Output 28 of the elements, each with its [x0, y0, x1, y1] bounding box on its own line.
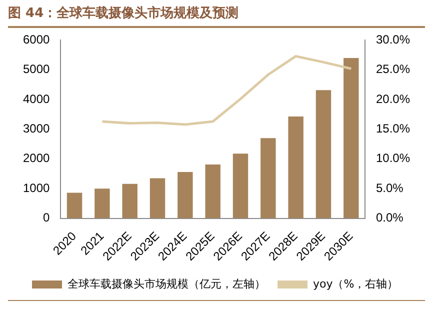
bar — [316, 90, 332, 218]
bar — [288, 116, 304, 218]
y-tick-label: 5000 — [22, 62, 50, 76]
y-tick-label: 2000 — [22, 151, 50, 166]
chart-title: 图 44：全球车载摄像头市场规模及预测 — [8, 4, 425, 28]
y-tick-label: 3000 — [22, 122, 50, 136]
y-tick-label: 4000 — [22, 92, 50, 106]
bar — [150, 178, 166, 218]
y-tick-label: 0 — [43, 210, 50, 225]
bar — [232, 154, 248, 218]
y2-tick-label: 20.0% — [376, 92, 410, 106]
bar — [178, 172, 193, 218]
legend-label: yoy（%，右轴） — [313, 277, 398, 290]
y2-tick-label: 10.0% — [376, 151, 410, 166]
bar — [122, 184, 138, 218]
y2-tick-label: 30.0% — [376, 32, 410, 47]
y2-tick-label: 5.0% — [376, 180, 404, 195]
bar — [260, 138, 276, 218]
bar — [66, 192, 82, 218]
bar — [344, 58, 359, 218]
bar — [205, 164, 220, 218]
y2-tick-label: 0.0% — [376, 210, 404, 225]
y2-tick-label: 15.0% — [376, 122, 410, 136]
legend-label: 全球车载摄像头市场规模（亿元，左轴） — [68, 277, 266, 290]
y2-tick-label: 25.0% — [376, 62, 410, 76]
bar — [94, 188, 110, 218]
y-tick-label: 6000 — [22, 32, 50, 47]
y-tick-label: 1000 — [22, 180, 50, 195]
